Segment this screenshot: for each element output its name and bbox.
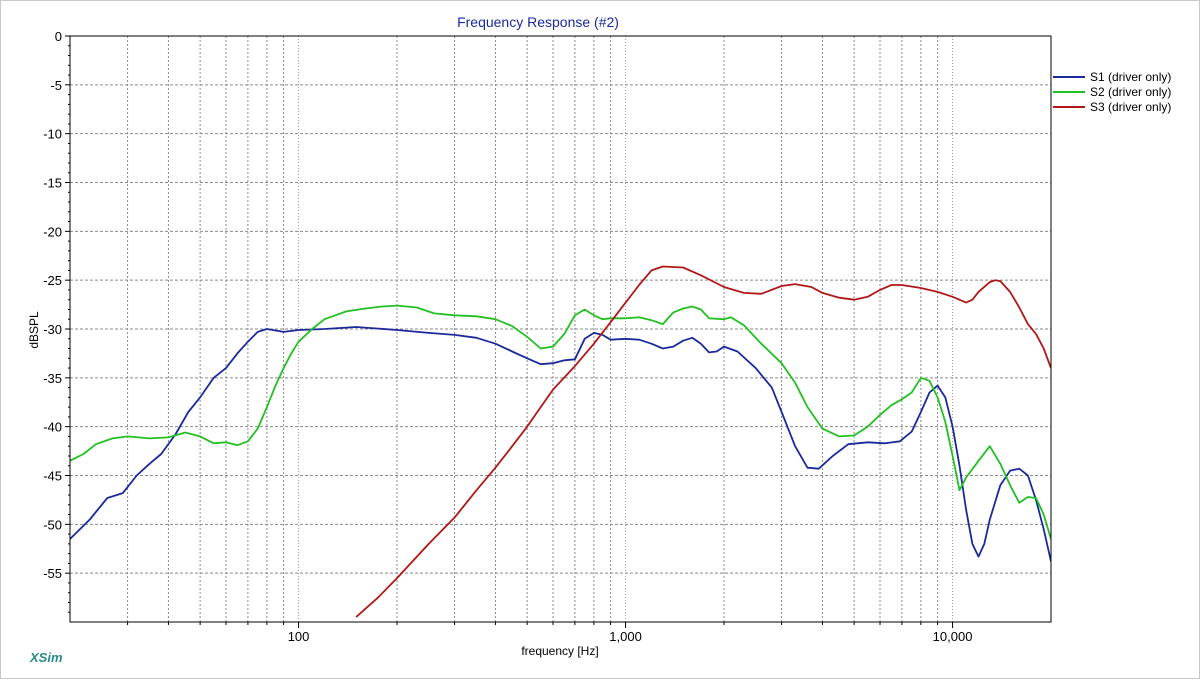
y-tick-label: -20 (43, 224, 62, 239)
y-tick-label: -30 (43, 322, 62, 337)
series-line-s3 (355, 265, 1051, 618)
x-axis-ticks: 100 1,000 10,000 (127, 622, 973, 644)
grid-layer (70, 35, 1051, 622)
y-tick-label: -35 (43, 371, 62, 386)
y-tick-label: 0 (55, 29, 62, 44)
legend-label-s3: S3 (driver only) (1090, 100, 1171, 114)
y-tick-label: -10 (43, 127, 62, 142)
series-line-s2 (70, 304, 1051, 540)
series-line-s1 (70, 326, 1051, 562)
y-tick-label: -50 (43, 517, 62, 532)
series-layer (70, 265, 1051, 618)
legend-label-s1: S1 (driver only) (1090, 70, 1171, 84)
chart-title: Frequency Response (#2) (457, 14, 619, 30)
y-tick-label: -55 (43, 566, 62, 581)
y-axis-label: dBSPL (27, 311, 41, 349)
xsim-brand-logo: XSim (29, 650, 63, 665)
x-tick-label: 1,000 (609, 629, 642, 644)
legend: S1 (driver only)S2 (driver only)S3 (driv… (1053, 70, 1171, 114)
y-tick-label: -40 (43, 420, 62, 435)
y-tick-label: -5 (50, 78, 62, 93)
y-tick-label: -25 (43, 273, 62, 288)
x-tick-label: 100 (288, 629, 310, 644)
y-axis-ticks: 0 -5 -10 -15 -20 -25 -30 -35 -40 -45 -50 -55 (43, 29, 70, 613)
x-tick-label: 10,000 (933, 629, 973, 644)
legend-label-s2: S2 (driver only) (1090, 85, 1171, 99)
x-axis-label: frequency [Hz] (521, 644, 598, 658)
y-tick-label: -15 (43, 176, 62, 191)
y-tick-label: -45 (43, 469, 62, 484)
